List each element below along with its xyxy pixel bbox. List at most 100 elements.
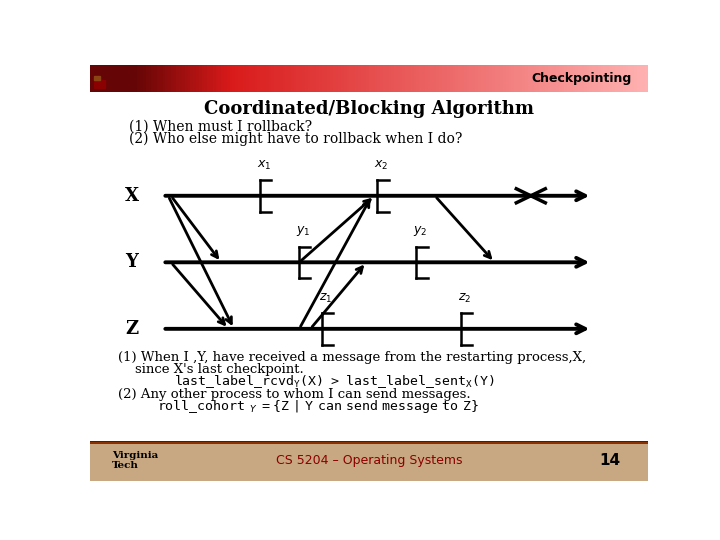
Bar	[90, 442, 648, 481]
Bar	[400, 65, 403, 92]
Bar	[593, 65, 595, 92]
Bar	[492, 65, 495, 92]
Bar	[341, 65, 344, 92]
Bar	[526, 65, 528, 92]
Bar	[90, 442, 648, 444]
Bar	[475, 65, 478, 92]
Bar	[617, 65, 621, 92]
Bar	[626, 65, 629, 92]
Bar	[386, 65, 389, 92]
Bar	[402, 65, 406, 92]
Bar	[553, 65, 557, 92]
Bar	[600, 65, 604, 92]
Bar	[246, 65, 250, 92]
Bar	[528, 65, 531, 92]
Bar	[425, 65, 428, 92]
Bar	[199, 65, 202, 92]
Bar	[523, 65, 526, 92]
Bar	[550, 65, 554, 92]
Bar	[140, 65, 143, 92]
Text: (2) Who else might have to rollback when I do?: (2) Who else might have to rollback when…	[129, 132, 462, 146]
Bar	[531, 65, 534, 92]
Bar	[383, 65, 387, 92]
Bar	[90, 65, 94, 92]
Bar	[154, 65, 158, 92]
Bar	[637, 65, 640, 92]
Text: (2) Any other process to whom I can send messages.: (2) Any other process to whom I can send…	[118, 388, 471, 401]
Bar	[508, 65, 512, 92]
Bar	[313, 65, 317, 92]
Bar	[202, 65, 205, 92]
Bar	[221, 65, 225, 92]
Bar	[249, 65, 253, 92]
Bar	[163, 65, 166, 92]
Bar	[431, 65, 433, 92]
Text: Virginia
Tech: Virginia Tech	[112, 451, 158, 470]
Bar	[623, 65, 626, 92]
Bar	[514, 65, 518, 92]
Bar	[307, 65, 311, 92]
Text: $x_1$: $x_1$	[257, 159, 271, 172]
Bar	[344, 65, 347, 92]
Bar	[227, 65, 230, 92]
Bar	[587, 65, 590, 92]
Bar	[271, 65, 275, 92]
Bar	[631, 65, 634, 92]
Bar	[188, 65, 191, 92]
Bar	[252, 65, 255, 92]
Bar	[377, 65, 381, 92]
Bar	[151, 65, 155, 92]
Bar	[266, 65, 269, 92]
Bar	[319, 65, 322, 92]
Bar	[536, 65, 540, 92]
Text: $y_1$: $y_1$	[296, 224, 310, 238]
Bar	[132, 65, 135, 92]
Bar	[545, 65, 548, 92]
Text: $z_1$: $z_1$	[319, 292, 332, 305]
Bar	[300, 65, 302, 92]
Bar	[584, 65, 588, 92]
Bar	[99, 65, 102, 92]
Text: Z: Z	[125, 320, 138, 338]
Bar	[595, 65, 598, 92]
Bar	[559, 65, 562, 92]
Bar	[94, 80, 104, 87]
Bar	[302, 65, 305, 92]
Bar	[235, 65, 238, 92]
Text: Checkpointing: Checkpointing	[531, 72, 631, 85]
Bar	[562, 65, 565, 92]
Bar	[291, 65, 294, 92]
Bar	[436, 65, 439, 92]
Bar	[408, 65, 411, 92]
Bar	[481, 65, 484, 92]
Bar	[230, 65, 233, 92]
Bar	[459, 65, 462, 92]
Bar	[520, 65, 523, 92]
Bar	[269, 65, 272, 92]
Bar	[603, 65, 607, 92]
Bar	[148, 65, 152, 92]
Bar	[305, 65, 308, 92]
Bar	[145, 65, 149, 92]
Bar	[171, 65, 174, 92]
Text: $z_2$: $z_2$	[459, 292, 472, 305]
Bar	[413, 65, 417, 92]
Bar	[505, 65, 509, 92]
Bar	[310, 65, 314, 92]
Bar	[115, 65, 119, 92]
Text: (1) When I ,Y, have received a message from the restarting process,X,: (1) When I ,Y, have received a message f…	[118, 352, 586, 365]
Text: Y: Y	[125, 253, 138, 271]
Text: $\mathtt{roll\_cohort}$ $_Y$ $\mathtt{= \{Z\ |\ Y\ can\ send\ message\ to\ Z\}}$: $\mathtt{roll\_cohort}$ $_Y$ $\mathtt{= …	[157, 398, 479, 415]
Bar	[364, 65, 366, 92]
Bar	[224, 65, 228, 92]
Bar	[112, 65, 116, 92]
Bar	[615, 65, 618, 92]
Text: Coordinated/Blocking Algorithm: Coordinated/Blocking Algorithm	[204, 100, 534, 118]
Bar	[336, 65, 339, 92]
Bar	[392, 65, 395, 92]
Bar	[642, 65, 646, 92]
Bar	[629, 65, 632, 92]
Bar	[361, 65, 364, 92]
Bar	[372, 65, 375, 92]
Bar	[129, 65, 132, 92]
